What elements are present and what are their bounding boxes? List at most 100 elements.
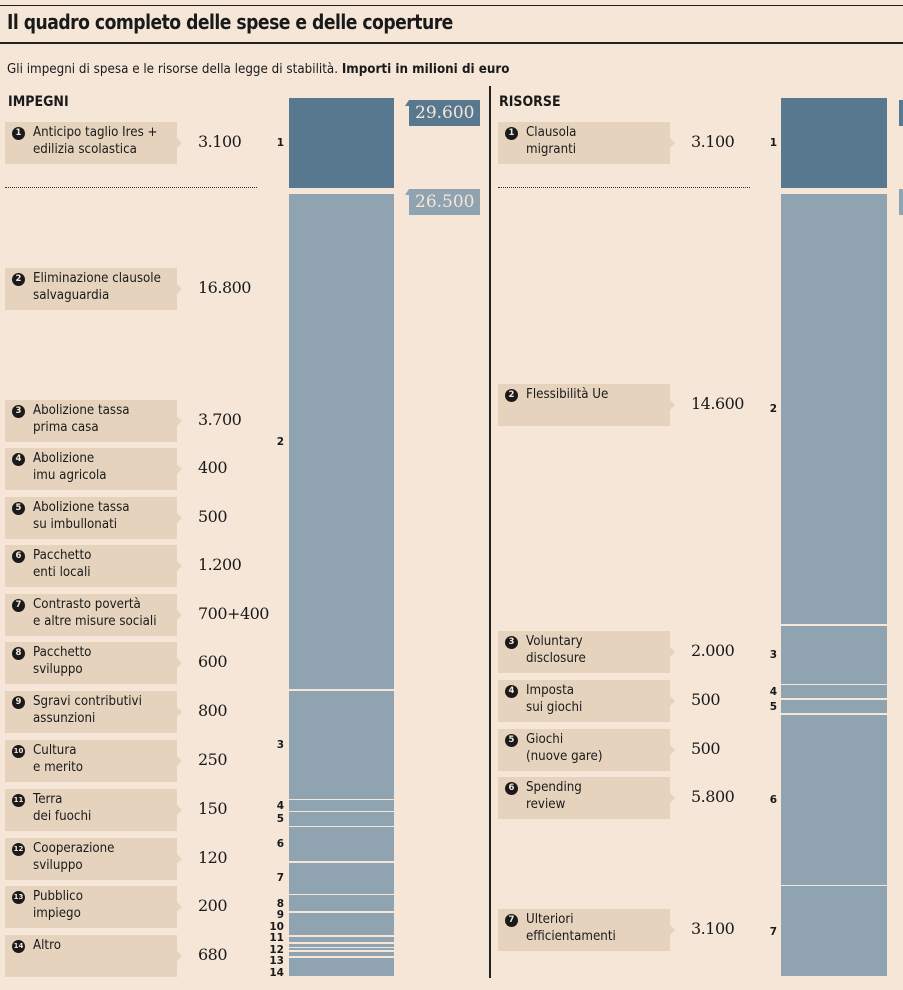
bar-segment-impegni-4 — [289, 800, 394, 811]
bar-segment-impegni-10 — [289, 936, 394, 943]
bar-segment-impegni-12 — [289, 948, 394, 951]
item-label: Sgravi contributivi assunzioni — [33, 693, 142, 726]
segment-number-label: 1 — [769, 137, 777, 150]
item-value: 200 — [198, 896, 228, 915]
item-label: Pacchetto sviluppo — [33, 644, 92, 677]
item-label-box: 5 Giochi (nuove gare) — [498, 729, 675, 771]
item-value: 1.200 — [198, 555, 242, 574]
item-number-badge: 7 — [505, 914, 518, 927]
segment-number-label: 10 — [269, 920, 284, 933]
bar-segment-risorse-3 — [781, 625, 887, 684]
item-label: Pacchetto enti locali — [33, 547, 92, 580]
item-number-badge: 1 — [505, 127, 518, 140]
bar-segment-risorse-1 — [781, 98, 887, 189]
item-label: Contrasto povertà e altre misure sociali — [33, 596, 157, 629]
item-value: 3.100 — [691, 132, 735, 151]
item-label-box: 7 Ulteriori efficientamenti — [498, 909, 675, 951]
item-label: Imposta sui giochi — [526, 682, 583, 715]
segment-number-label: 5 — [276, 813, 284, 826]
segment-number-label: 4 — [769, 685, 777, 698]
item-number-badge: 4 — [12, 453, 25, 466]
item-label-box: 2 Eliminazione clausole salvaguardia — [5, 268, 182, 310]
subtitle-text: Gli impegni di spesa e le risorse della … — [7, 62, 342, 77]
item-number-badge: 11 — [12, 794, 25, 807]
item-label: Giochi (nuove gare) — [526, 731, 603, 764]
segment-number-label: 9 — [276, 909, 284, 921]
item-value: 500 — [198, 507, 228, 526]
segment-number-label: 6 — [769, 793, 777, 806]
item-number-badge: 2 — [505, 389, 518, 402]
item-label-box: 1 Anticipo taglio Ires + edilizia scolast… — [5, 122, 182, 164]
bar-segment-risorse-7 — [781, 886, 887, 977]
bar-segment-impegni-6 — [289, 827, 394, 862]
item-number-badge: 8 — [12, 647, 25, 660]
segment-number-label: 8 — [276, 897, 284, 910]
item-value: 14.600 — [691, 394, 744, 413]
item-label-box: 7 Contrasto povertà e altre misure social… — [5, 594, 182, 636]
item-label: Terra dei fuochi — [33, 791, 92, 824]
item-number-badge: 7 — [12, 599, 25, 612]
impegni-heading: IMPEGNI — [8, 94, 69, 110]
item-label: Abolizione tassa prima casa — [33, 402, 130, 435]
bar-segment-impegni-3 — [289, 690, 394, 799]
segment-number-label: 6 — [276, 838, 284, 851]
column-divider — [489, 86, 491, 978]
segment-number-label: 13 — [269, 955, 284, 967]
item-number-badge: 2 — [12, 273, 25, 286]
segment-number-label: 2 — [276, 435, 284, 448]
item-label-box: 10 Cultura e merito — [5, 740, 182, 782]
subtotal-tag-clipped — [899, 189, 903, 215]
bar-segment-impegni-7 — [289, 862, 394, 894]
item-label-box: 11 Terra dei fuochi — [5, 789, 182, 831]
item-label: Cultura e merito — [33, 742, 84, 775]
item-number-badge: 3 — [505, 636, 518, 649]
item-value: 5.800 — [691, 787, 735, 806]
item-value: 16.800 — [198, 278, 251, 297]
item-label: Abolizione tassa su imbullonati — [33, 499, 130, 532]
segment-number-label: 4 — [276, 799, 284, 812]
chart-subtitle: Gli impegni di spesa e le risorse della … — [7, 62, 510, 77]
item-number-badge: 6 — [12, 550, 25, 563]
segment-number-label: 3 — [276, 739, 284, 752]
item-label: Flessibilità Ue — [526, 386, 609, 402]
item-label: Clausola migranti — [526, 124, 577, 157]
item-value: 120 — [198, 848, 228, 867]
separator-dotted-line — [5, 187, 257, 188]
item-label: Altro — [33, 937, 61, 953]
total-tag-clipped — [899, 100, 903, 126]
item-label-box: 6 Spending review — [498, 777, 675, 819]
segment-number-label: 14 — [269, 966, 284, 979]
item-value: 3.700 — [198, 410, 242, 429]
item-value: 3.100 — [691, 919, 735, 938]
item-value: 700+400 — [198, 604, 269, 623]
item-label-box: 6 Pacchetto enti locali — [5, 545, 182, 587]
bar-segment-impegni-1 — [289, 98, 394, 189]
item-label-box: 2 Flessibilità Ue — [498, 384, 675, 426]
total-tag: 29.600 — [404, 100, 481, 126]
item-number-badge: 12 — [12, 843, 25, 856]
bar-segment-impegni-5 — [289, 812, 394, 826]
item-number-badge: 10 — [12, 745, 25, 758]
bar-segment-risorse-5 — [781, 699, 887, 714]
item-label-box: 4 Abolizione imu agricola — [5, 448, 182, 490]
segment-number-label: 5 — [769, 700, 777, 713]
item-number-badge: 5 — [12, 502, 25, 515]
item-number-badge: 14 — [12, 940, 25, 953]
bar-segment-impegni-13 — [289, 951, 394, 957]
item-value: 3.100 — [198, 132, 242, 151]
subtitle-unit: Importi in milioni di euro — [341, 62, 510, 77]
item-value: 2.000 — [691, 641, 735, 660]
bar-segment-impegni-8 — [289, 895, 394, 912]
item-label-box: 3 Voluntary disclosure — [498, 631, 675, 673]
item-number-badge: 5 — [505, 734, 518, 747]
item-label-box: 1 Clausola migranti — [498, 122, 675, 164]
item-value: 150 — [198, 799, 228, 818]
bar-segment-risorse-2 — [781, 193, 887, 625]
segment-number-label: 3 — [769, 648, 777, 661]
item-value: 500 — [691, 690, 721, 709]
item-label-box: 4 Imposta sui giochi — [498, 680, 675, 722]
bar-segment-impegni-11 — [289, 943, 394, 947]
item-label-box: 8 Pacchetto sviluppo — [5, 642, 182, 684]
item-label: Voluntary disclosure — [526, 633, 586, 666]
separator-dotted-line — [498, 187, 750, 188]
